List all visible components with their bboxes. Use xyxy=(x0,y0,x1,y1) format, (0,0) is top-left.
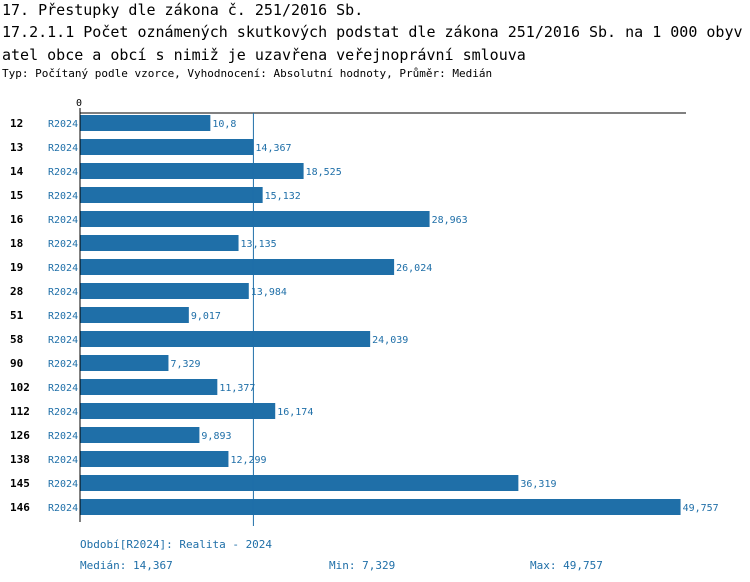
data-label: 36,319 xyxy=(520,479,556,490)
period-label: R2024 xyxy=(48,479,78,490)
period-label: R2024 xyxy=(48,191,78,202)
period-label: R2024 xyxy=(48,143,78,154)
data-label: 7,329 xyxy=(170,359,200,370)
page-title: 17. Přestupky dle zákona č. 251/2016 Sb. xyxy=(2,1,364,19)
period-label: R2024 xyxy=(48,359,78,370)
bar xyxy=(80,307,189,323)
footer-max: Max: 49,757 xyxy=(530,559,603,572)
data-label: 26,024 xyxy=(396,263,432,274)
data-label: 49,757 xyxy=(683,503,719,514)
data-label: 10,8 xyxy=(212,119,236,130)
data-label: 28,963 xyxy=(432,215,468,226)
category-label: 14 xyxy=(10,165,24,178)
data-label: 15,132 xyxy=(265,191,301,202)
footer-min: Min: 7,329 xyxy=(329,559,396,572)
bar xyxy=(80,115,211,131)
bar xyxy=(80,355,169,371)
data-label: 9,017 xyxy=(191,311,221,322)
period-label: R2024 xyxy=(48,455,78,466)
bar xyxy=(80,211,430,227)
category-label: 51 xyxy=(10,309,24,322)
period-label: R2024 xyxy=(48,287,78,298)
footer-period: Období[R2024]: Realita - 2024 xyxy=(80,538,273,551)
category-label: 58 xyxy=(10,333,23,346)
category-label: 13 xyxy=(10,141,23,154)
bar xyxy=(80,499,681,515)
bar xyxy=(80,475,519,491)
period-label: R2024 xyxy=(48,167,78,178)
chart-subtitle: Typ: Počítaný podle vzorce, Vyhodnocení:… xyxy=(2,67,493,80)
period-label: R2024 xyxy=(48,263,78,274)
period-label: R2024 xyxy=(48,311,78,322)
bar xyxy=(80,139,254,155)
bar xyxy=(80,427,200,443)
category-label: 126 xyxy=(10,429,30,442)
period-label: R2024 xyxy=(48,119,78,130)
period-label: R2024 xyxy=(48,239,78,250)
chart-title: 17.2.1.1 Počet oznámených skutkových pod… xyxy=(2,23,743,64)
bar xyxy=(80,163,304,179)
data-label: 13,984 xyxy=(251,287,287,298)
footer-median: Medián: 14,367 xyxy=(80,559,173,572)
period-label: R2024 xyxy=(48,431,78,442)
category-label: 18 xyxy=(10,237,23,250)
bar xyxy=(80,259,395,275)
data-label: 14,367 xyxy=(255,143,291,154)
category-label: 15 xyxy=(10,189,23,202)
category-label: 16 xyxy=(10,213,24,226)
category-label: 19 xyxy=(10,261,23,274)
category-label: 112 xyxy=(10,405,30,418)
bar xyxy=(80,235,239,251)
data-label: 12,299 xyxy=(230,455,266,466)
period-label: R2024 xyxy=(48,503,78,514)
category-label: 12 xyxy=(10,117,23,130)
bar xyxy=(80,283,249,299)
period-label: R2024 xyxy=(48,383,78,394)
data-label: 9,893 xyxy=(201,431,231,442)
bar xyxy=(80,403,276,419)
category-label: 145 xyxy=(10,477,30,490)
x-axis-min-label: 0 xyxy=(76,98,82,109)
bar xyxy=(80,379,218,395)
bar xyxy=(80,187,263,203)
category-label: 102 xyxy=(10,381,30,394)
category-label: 146 xyxy=(10,501,30,514)
category-label: 28 xyxy=(10,285,23,298)
data-label: 24,039 xyxy=(372,335,408,346)
data-label: 11,377 xyxy=(219,383,255,394)
category-label: 138 xyxy=(10,453,30,466)
data-label: 16,174 xyxy=(277,407,313,418)
bar xyxy=(80,451,229,467)
category-label: 90 xyxy=(10,357,23,370)
period-label: R2024 xyxy=(48,215,78,226)
period-label: R2024 xyxy=(48,335,78,346)
bar xyxy=(80,331,371,347)
data-label: 13,135 xyxy=(241,239,277,250)
period-label: R2024 xyxy=(48,407,78,418)
data-label: 18,525 xyxy=(306,167,342,178)
